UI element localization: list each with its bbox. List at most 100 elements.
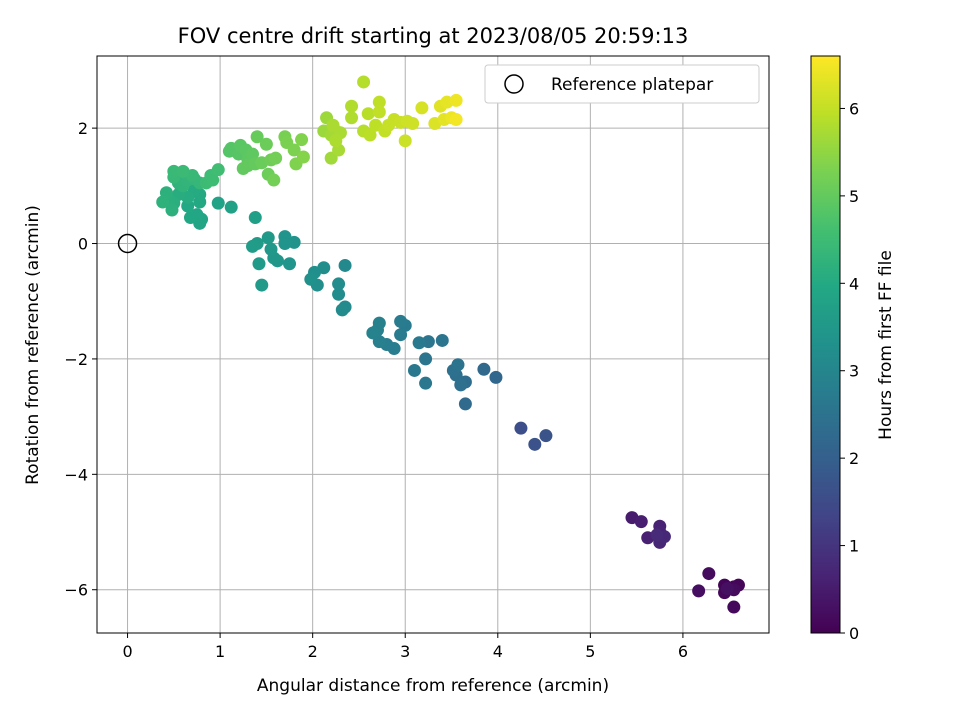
colorbar-tick-label: 2 xyxy=(849,449,859,468)
y-tick-label: −6 xyxy=(64,581,88,600)
colorbar-tick-label: 3 xyxy=(849,362,859,381)
colorbar-gradient xyxy=(810,55,841,634)
colorbar-tick-label: 1 xyxy=(849,537,859,556)
data-point xyxy=(248,211,262,225)
data-point xyxy=(357,75,371,89)
data-point xyxy=(176,164,190,178)
data-point xyxy=(415,101,429,115)
data-point xyxy=(224,200,238,214)
data-point xyxy=(156,195,170,209)
data-point xyxy=(727,600,741,614)
data-point xyxy=(372,105,386,119)
data-point xyxy=(267,173,281,187)
data-point xyxy=(211,196,225,210)
data-point xyxy=(449,112,463,126)
data-point xyxy=(406,117,420,131)
data-point xyxy=(287,143,301,157)
x-tick-label: 0 xyxy=(122,642,132,661)
data-point xyxy=(692,584,706,598)
data-point xyxy=(165,203,179,217)
data-point xyxy=(278,237,292,251)
colorbar-tick-label: 4 xyxy=(849,274,859,293)
data-point xyxy=(246,239,260,253)
colorbar: 0 1 2 3 4 5 6 Hours from first FF file xyxy=(810,55,896,643)
colorbar-tick-label: 5 xyxy=(849,187,859,206)
data-point xyxy=(451,358,465,372)
legend-reference-marker xyxy=(504,74,524,94)
data-point xyxy=(332,277,346,291)
data-point xyxy=(246,147,260,161)
colorbar-tick-label: 0 xyxy=(849,624,859,643)
data-point xyxy=(338,258,352,272)
data-point xyxy=(372,95,386,109)
data-point xyxy=(394,314,408,328)
data-point xyxy=(394,328,408,342)
data-point xyxy=(419,376,433,390)
data-point xyxy=(454,378,468,392)
data-point xyxy=(363,128,377,142)
data-point xyxy=(283,257,297,271)
y-tick-label: −2 xyxy=(64,350,88,369)
data-point xyxy=(702,567,716,581)
x-tick-label: 4 xyxy=(493,642,503,661)
data-point xyxy=(211,163,225,177)
data-point xyxy=(412,336,426,350)
x-tick-label: 3 xyxy=(400,642,410,661)
data-point xyxy=(332,287,346,301)
colorbar-ticks: 0 1 2 3 4 5 6 xyxy=(840,99,859,643)
data-point xyxy=(261,231,275,245)
data-point xyxy=(514,421,528,435)
data-point xyxy=(477,362,491,376)
data-point xyxy=(345,99,359,113)
colorbar-label: Hours from first FF file xyxy=(876,250,896,440)
y-tick-label: −4 xyxy=(64,465,88,484)
x-axis-ticks: 0 1 2 3 4 5 6 xyxy=(122,633,688,661)
data-point xyxy=(167,164,181,178)
data-point xyxy=(335,303,349,317)
data-point xyxy=(449,93,463,107)
chart-title: FOV centre drift starting at 2023/08/05 … xyxy=(178,24,689,48)
data-point xyxy=(183,211,197,225)
data-point xyxy=(269,151,283,165)
data-point xyxy=(366,326,380,340)
data-point xyxy=(398,134,412,148)
y-axis-label: Rotation from reference (arcmin) xyxy=(23,205,43,485)
plot-frame xyxy=(96,55,770,634)
data-point xyxy=(252,257,266,271)
legend-reference-label: Reference platepar xyxy=(551,75,713,95)
data-point xyxy=(259,137,273,151)
data-point xyxy=(650,528,664,542)
data-point xyxy=(255,278,269,292)
colorbar-tick-label: 6 xyxy=(849,99,859,118)
data-point xyxy=(329,134,343,148)
data-point xyxy=(458,397,472,411)
data-point xyxy=(407,363,421,377)
data-point xyxy=(419,352,433,366)
data-points xyxy=(156,75,745,614)
data-point xyxy=(489,370,503,384)
y-axis-ticks: −6 −4 −2 0 2 xyxy=(64,119,97,600)
data-point xyxy=(345,111,359,125)
data-point xyxy=(435,333,449,347)
data-point xyxy=(720,582,734,596)
data-point xyxy=(264,242,278,256)
data-point xyxy=(206,173,220,187)
data-point xyxy=(326,118,340,132)
x-tick-label: 5 xyxy=(585,642,595,661)
x-tick-label: 1 xyxy=(215,642,225,661)
data-point xyxy=(539,429,553,443)
data-point xyxy=(634,515,648,529)
reference-platepar-marker xyxy=(117,233,138,254)
data-point xyxy=(296,150,310,164)
data-point xyxy=(250,130,264,144)
data-point xyxy=(361,107,375,121)
x-tick-label: 6 xyxy=(678,642,688,661)
data-point xyxy=(528,437,542,451)
data-point xyxy=(369,118,383,132)
legend: Reference platepar xyxy=(484,64,760,104)
data-point xyxy=(304,272,318,286)
legend-box xyxy=(484,64,760,104)
grid-lines xyxy=(97,56,769,633)
x-tick-label: 2 xyxy=(308,642,318,661)
